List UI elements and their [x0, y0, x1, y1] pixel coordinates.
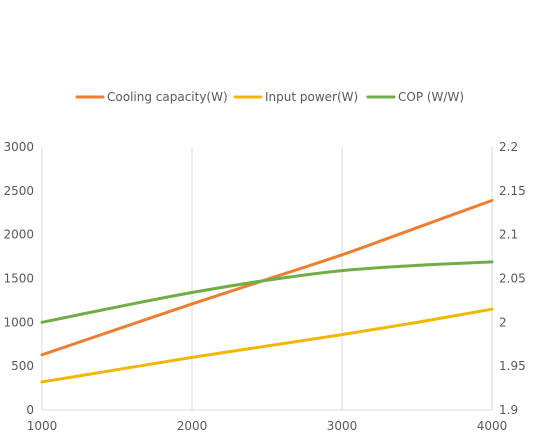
x-tick-label: 3000 — [327, 419, 358, 433]
y-right-tick-label: 1.9 — [499, 403, 518, 417]
y-left-tick-label: 2500 — [3, 184, 34, 198]
y-right-tick-label: 2.2 — [499, 140, 518, 154]
y-right-tick-label: 2.15 — [499, 184, 526, 198]
series-line-1 — [40, 307, 494, 384]
series-line-2 — [40, 260, 494, 324]
y-right-tick-label: 2.1 — [499, 228, 518, 242]
legend-label-2: COP (W/W) — [398, 90, 464, 104]
y-right-tick-label: 1.95 — [499, 359, 526, 373]
y-left-tick-label: 1000 — [3, 315, 34, 329]
y-left-tick-label: 2000 — [3, 228, 34, 242]
legend: Cooling capacity(W) Input power(W) COP (W/… — [75, 90, 464, 104]
y-left-tick-label: 500 — [11, 359, 34, 373]
y-left-tick-label: 3000 — [3, 140, 34, 154]
series-layer — [40, 198, 494, 384]
right-axis: 1.9 1.95 2 2.05 2.1 2.15 2.2 — [499, 140, 526, 417]
left-axis: 0 500 1000 1500 2000 2500 3000 — [3, 140, 34, 417]
y-right-tick-label: 2.05 — [499, 272, 526, 286]
x-tick-label: 4000 — [477, 419, 508, 433]
y-right-tick-label: 2 — [499, 315, 507, 329]
series-line-0 — [40, 198, 494, 357]
grid — [41, 147, 493, 411]
legend-label-1: Input power(W) — [265, 90, 358, 104]
y-left-tick-label: 0 — [26, 403, 34, 417]
x-tick-label: 2000 — [177, 419, 208, 433]
x-axis: 1000 2000 3000 4000 — [27, 419, 508, 433]
x-tick-label: 1000 — [27, 419, 58, 433]
legend-label-0: Cooling capacity(W) — [107, 90, 228, 104]
y-left-tick-label: 1500 — [3, 272, 34, 286]
